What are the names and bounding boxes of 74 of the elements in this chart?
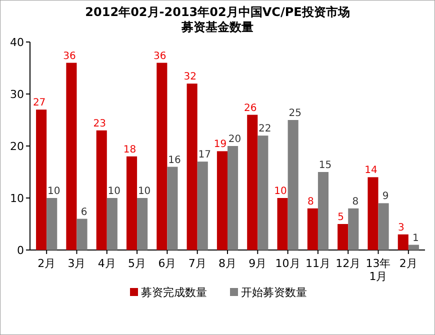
data-label: 15	[318, 160, 332, 171]
bar	[76, 218, 88, 250]
bar	[186, 84, 198, 250]
data-label: 8	[352, 196, 359, 208]
data-label: 36	[154, 50, 166, 62]
x-tick-label: 6月	[158, 257, 176, 270]
bar	[106, 198, 118, 250]
data-label: 26	[244, 102, 257, 114]
x-tick-label: 8月	[218, 257, 236, 270]
bar	[307, 208, 318, 250]
data-label: 17	[198, 150, 211, 161]
data-label: 18	[123, 144, 136, 156]
bar	[126, 156, 138, 250]
chart-subtitle: 募资基金数量	[180, 20, 254, 34]
bar	[156, 62, 168, 250]
data-label: 27	[32, 98, 46, 109]
data-label: 5	[338, 212, 344, 223]
y-tick-label: 30	[10, 88, 24, 101]
bar	[378, 203, 389, 250]
bar	[216, 151, 228, 250]
data-label: 20	[228, 134, 242, 145]
bar	[398, 234, 408, 250]
bar	[46, 198, 58, 250]
x-tick-label: 3月	[68, 257, 86, 270]
y-tick-label: 40	[10, 36, 24, 49]
bar	[247, 114, 258, 250]
bar	[96, 130, 107, 250]
chart-title: 2012年02月-2013年02月中国VC/PE投资市场	[85, 5, 350, 19]
data-label: 22	[258, 124, 272, 135]
data-label: 14	[364, 165, 378, 176]
data-label: 23	[93, 118, 106, 130]
bar	[258, 136, 268, 250]
data-label: 6	[80, 206, 88, 218]
x-tick-label: 2月	[399, 257, 418, 270]
legend-label: 开始募资数量	[241, 286, 307, 299]
data-label: 10	[47, 186, 60, 197]
data-label: 1	[412, 232, 419, 244]
data-label: 32	[184, 72, 196, 83]
data-label: 9	[382, 191, 389, 202]
data-label: 10	[274, 186, 287, 197]
bar	[137, 198, 148, 250]
bar	[66, 62, 77, 250]
data-label: 8	[307, 196, 314, 208]
bar	[318, 172, 329, 250]
bar	[197, 162, 208, 250]
x-tick-label: 9月	[248, 257, 267, 270]
x-tick-label: 4月	[98, 257, 116, 270]
bar	[277, 198, 288, 250]
data-label: 16	[168, 154, 181, 166]
x-tick-label: 13年 1月	[366, 257, 391, 283]
x-tick-label: 7月	[188, 257, 206, 270]
x-tick-label: 10月	[275, 257, 300, 270]
y-tick-label: 0	[17, 244, 24, 257]
x-tick-label: 12月	[336, 257, 361, 270]
data-label: 10	[108, 186, 121, 197]
bar	[167, 166, 178, 250]
data-label: 3	[398, 222, 404, 234]
bar	[348, 208, 359, 250]
bar	[338, 224, 348, 250]
bar	[368, 177, 378, 250]
bar	[288, 120, 298, 250]
data-label: 19	[214, 139, 227, 150]
bar	[408, 244, 419, 250]
y-tick-label: 20	[10, 140, 24, 153]
y-tick-label: 10	[10, 192, 24, 205]
x-tick-label: 2月	[38, 257, 56, 270]
x-tick-label: 5月	[128, 257, 146, 270]
bar	[36, 110, 47, 250]
data-label: 10	[138, 186, 151, 197]
x-tick-label: 11月	[305, 257, 330, 270]
data-label: 25	[288, 108, 302, 119]
legend-label: 募资完成数量	[141, 286, 207, 299]
data-label: 36	[63, 50, 76, 62]
bar	[228, 146, 238, 250]
